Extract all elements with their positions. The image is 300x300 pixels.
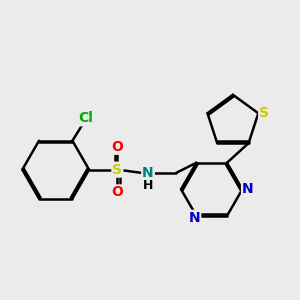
Text: S: S xyxy=(259,106,269,120)
Text: N: N xyxy=(189,211,200,225)
Text: S: S xyxy=(112,163,122,177)
Text: O: O xyxy=(112,185,123,200)
Text: Cl: Cl xyxy=(78,111,93,125)
Text: N: N xyxy=(242,182,254,196)
Text: O: O xyxy=(112,140,123,154)
Text: N: N xyxy=(142,166,154,180)
Text: H: H xyxy=(143,179,153,192)
